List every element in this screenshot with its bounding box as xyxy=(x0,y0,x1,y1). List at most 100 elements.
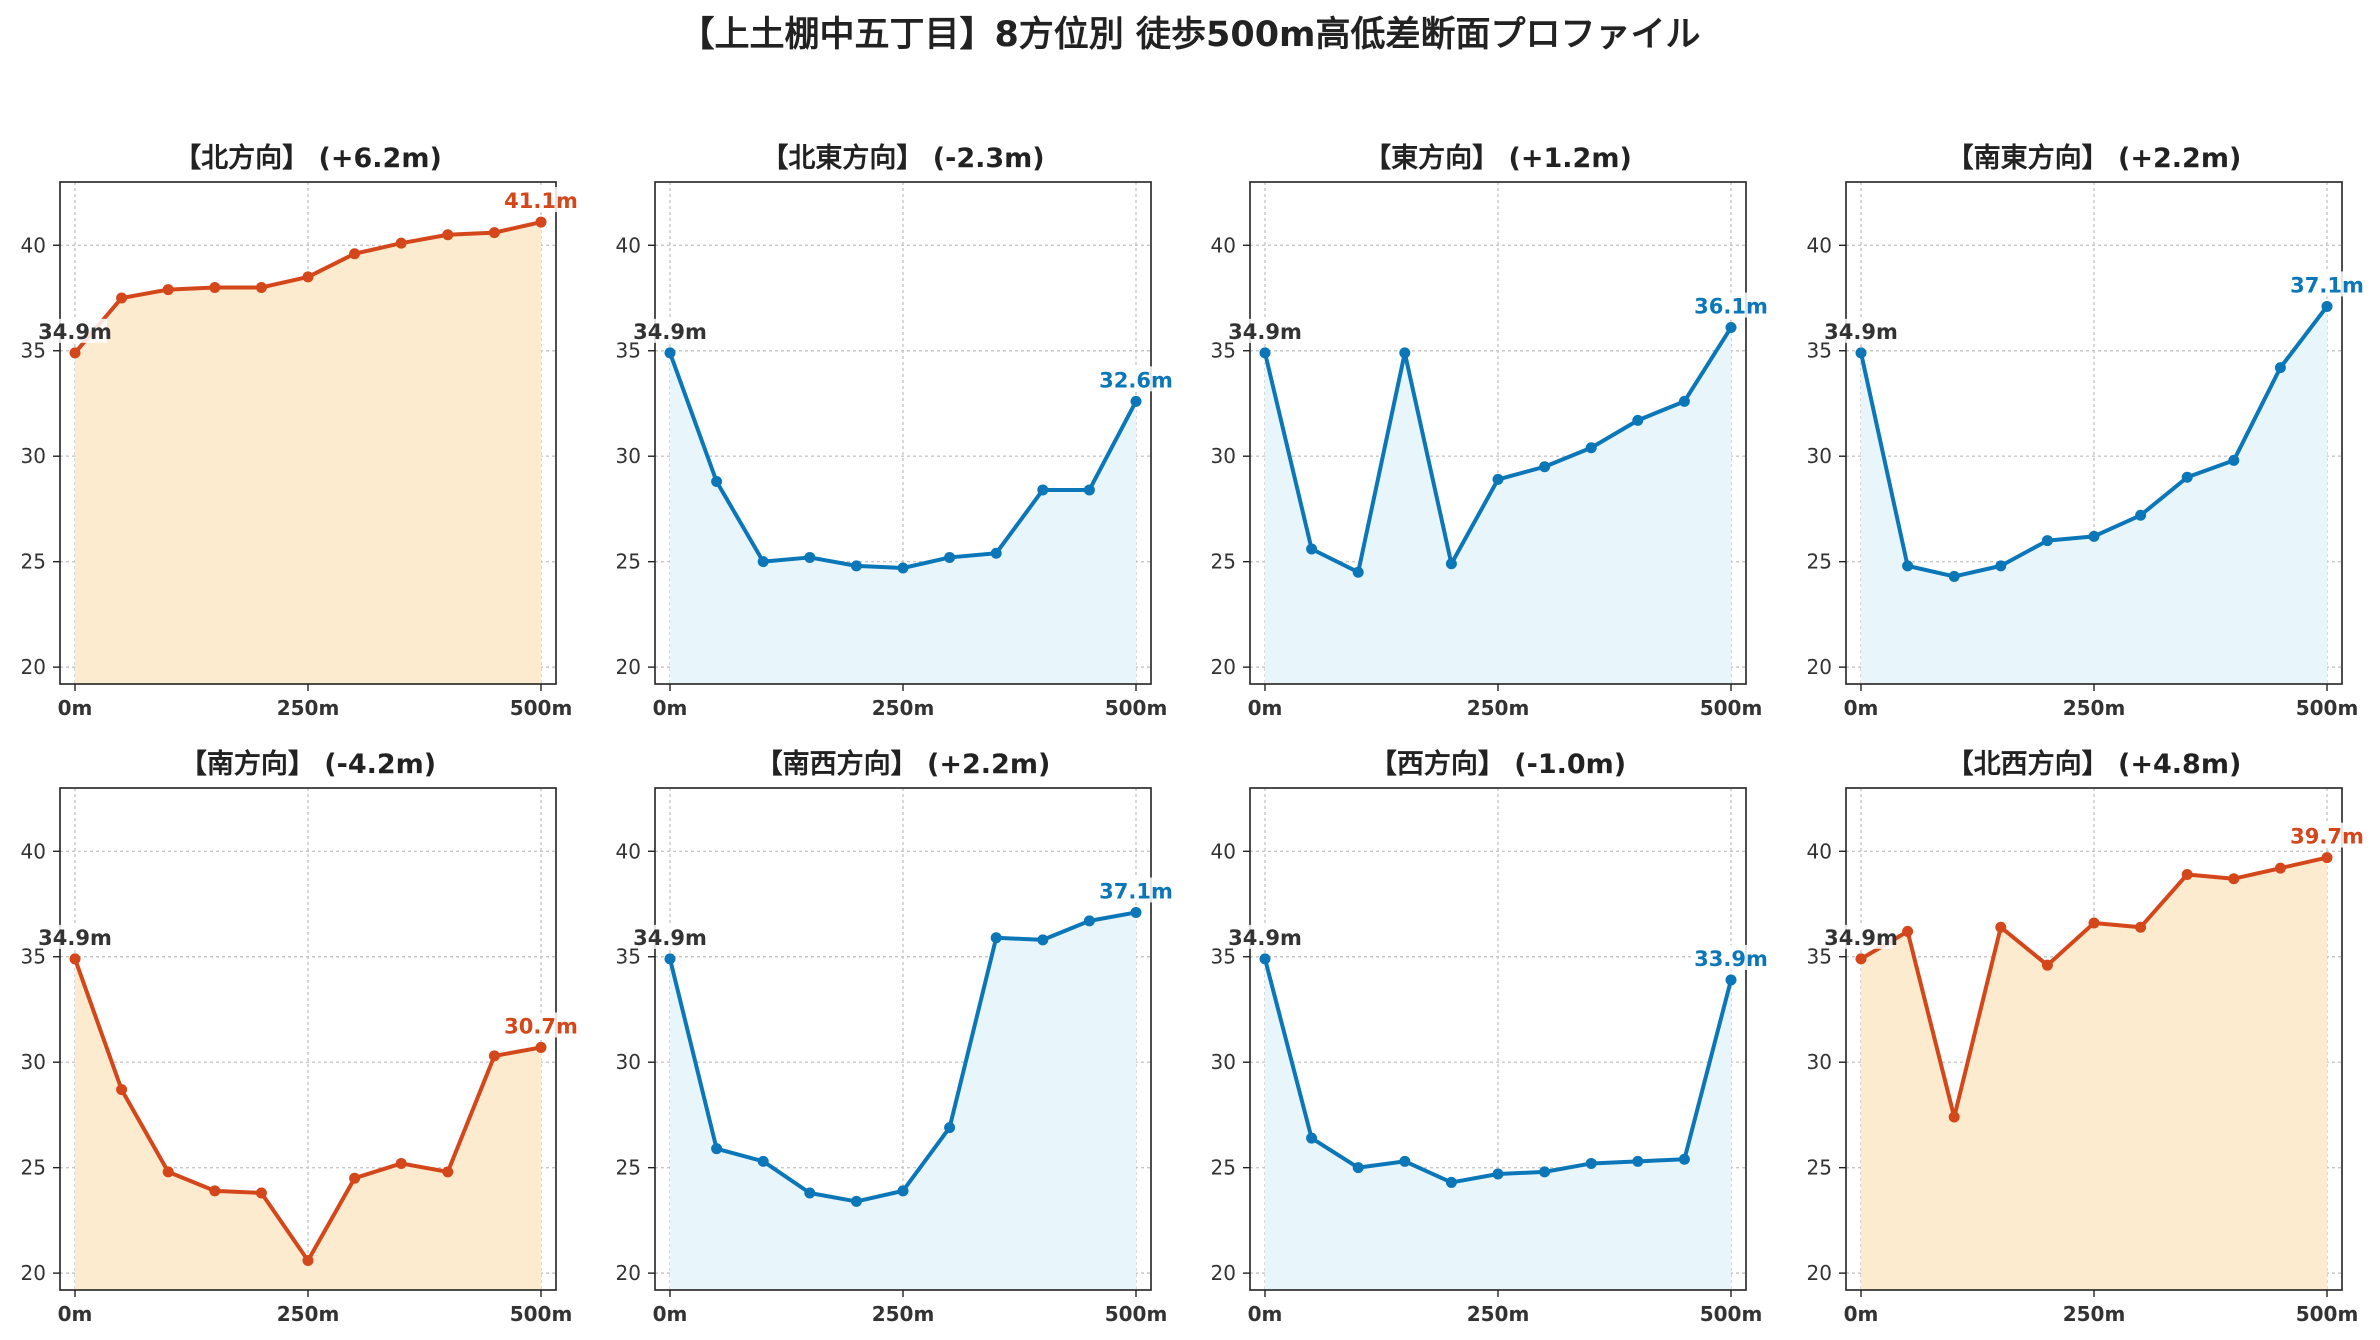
y-tick-label: 25 xyxy=(616,1156,641,1180)
x-tick-label: 250m xyxy=(277,1302,340,1326)
data-point xyxy=(349,1172,361,1184)
start-value-label: 34.9m xyxy=(38,926,112,950)
data-point xyxy=(1902,925,1914,937)
data-point xyxy=(1678,395,1690,407)
chart-panel: 0m 250m 500m 20 25 30 35 40 【北方向】 (+6.2m) 34.9m 41… xyxy=(21,142,581,720)
y-tick-label: 40 xyxy=(1211,839,1236,863)
data-point xyxy=(1725,974,1737,986)
data-point xyxy=(1083,915,1095,927)
y-tick-label: 25 xyxy=(1211,1156,1236,1180)
data-point xyxy=(1725,322,1737,334)
x-tick-label: 500m xyxy=(510,696,573,720)
data-point xyxy=(711,476,723,488)
x-tick-label: 250m xyxy=(1467,696,1530,720)
end-label-bg xyxy=(501,1012,581,1038)
y-tick-label: 40 xyxy=(21,839,46,863)
x-tick-label: 0m xyxy=(58,1302,93,1326)
data-point xyxy=(1445,558,1457,570)
start-label-bg xyxy=(638,318,702,343)
subplot-title: 【西方向】 (-1.0m) xyxy=(1370,748,1626,780)
end-label-bg xyxy=(1691,292,1771,318)
data-point xyxy=(1130,906,1142,918)
chart-panel: 0m 250m 500m 20 25 30 35 40 【北東方向】 (-2.3m) 34.9m 3… xyxy=(616,142,1176,720)
subplot-title: 【北東方向】 (-2.3m) xyxy=(761,142,1044,174)
y-tick-label: 20 xyxy=(21,655,46,679)
y-tick-label: 35 xyxy=(1211,945,1236,969)
y-tick-label: 40 xyxy=(1211,233,1236,257)
data-point xyxy=(302,271,314,283)
y-tick-label: 20 xyxy=(616,1261,641,1285)
data-point xyxy=(69,347,81,359)
data-point xyxy=(2041,959,2053,971)
data-point xyxy=(1632,414,1644,426)
chart-panel: 0m 250m 500m 20 25 30 35 40 【北西方向】 (+4.8m) 34.9m 3… xyxy=(1807,748,2367,1326)
subplot-title: 【東方向】 (+1.2m) xyxy=(1364,142,1632,174)
y-tick-label: 30 xyxy=(616,1050,641,1074)
x-tick-label: 0m xyxy=(1248,696,1283,720)
start-label-bg xyxy=(43,924,107,949)
x-tick-label: 500m xyxy=(1700,696,1763,720)
data-point xyxy=(804,551,816,563)
subplot-title: 【北西方向】 (+4.8m) xyxy=(1947,748,2242,780)
data-point xyxy=(302,1254,314,1266)
data-point xyxy=(116,1084,128,1096)
area-fill xyxy=(1265,327,1731,684)
end-label-bg xyxy=(1691,944,1771,970)
data-point xyxy=(2135,509,2147,521)
chart-panel: 0m 250m 500m 20 25 30 35 40 【南方向】 (-4.2m) 34.9m 30… xyxy=(21,748,581,1326)
y-tick-label: 30 xyxy=(1211,444,1236,468)
y-tick-label: 40 xyxy=(616,839,641,863)
y-tick-label: 25 xyxy=(21,1156,46,1180)
x-tick-label: 0m xyxy=(1844,696,1879,720)
data-point xyxy=(69,953,81,965)
data-point xyxy=(1306,1132,1318,1144)
data-point xyxy=(1259,953,1271,965)
data-point xyxy=(2274,362,2286,374)
start-value-label: 34.9m xyxy=(1824,926,1898,950)
chart-panel: 0m 250m 500m 20 25 30 35 40 【南西方向】 (+2.2m) 34.9m 3… xyxy=(616,748,1176,1326)
data-point xyxy=(2088,530,2100,542)
y-tick-label: 30 xyxy=(21,444,46,468)
data-point xyxy=(1585,1157,1597,1169)
data-point xyxy=(664,953,676,965)
y-tick-label: 20 xyxy=(1807,655,1832,679)
data-point xyxy=(990,547,1002,559)
chart-panel: 0m 250m 500m 20 25 30 35 40 【南東方向】 (+2.2m) 34.9m 3… xyxy=(1807,142,2367,720)
y-tick-label: 35 xyxy=(616,945,641,969)
data-point xyxy=(990,932,1002,944)
x-tick-label: 500m xyxy=(2296,696,2359,720)
area-fill xyxy=(75,958,541,1290)
start-value-label: 34.9m xyxy=(633,320,707,344)
x-tick-label: 0m xyxy=(1844,1302,1879,1326)
data-point xyxy=(1855,953,1867,965)
x-tick-label: 500m xyxy=(510,1302,573,1326)
data-point xyxy=(1399,1155,1411,1167)
x-tick-label: 0m xyxy=(653,696,688,720)
data-point xyxy=(1585,442,1597,454)
subplot-title: 【南方向】 (-4.2m) xyxy=(180,748,436,780)
end-label-bg xyxy=(1096,366,1176,392)
x-tick-label: 500m xyxy=(1700,1302,1763,1326)
data-point xyxy=(255,281,267,293)
x-tick-label: 250m xyxy=(1467,1302,1530,1326)
data-point xyxy=(897,1185,909,1197)
chart-panel: 0m 250m 500m 20 25 30 35 40 【東方向】 (+1.2m) 34.9m 36… xyxy=(1211,142,1771,720)
end-value-label: 33.9m xyxy=(1694,947,1768,971)
data-point xyxy=(1492,1168,1504,1180)
data-point xyxy=(442,229,454,241)
x-tick-label: 250m xyxy=(872,1302,935,1326)
data-point xyxy=(1948,1111,1960,1123)
y-tick-label: 25 xyxy=(1807,550,1832,574)
subplot-title: 【南西方向】 (+2.2m) xyxy=(756,748,1051,780)
data-point xyxy=(1855,347,1867,359)
y-tick-label: 25 xyxy=(21,550,46,574)
data-point xyxy=(1306,543,1318,555)
y-tick-label: 35 xyxy=(21,945,46,969)
data-point xyxy=(395,237,407,249)
data-point xyxy=(1678,1153,1690,1165)
y-tick-label: 40 xyxy=(1807,839,1832,863)
x-tick-label: 250m xyxy=(872,696,935,720)
data-point xyxy=(1995,560,2007,572)
data-point xyxy=(255,1187,267,1199)
y-tick-label: 20 xyxy=(1211,655,1236,679)
